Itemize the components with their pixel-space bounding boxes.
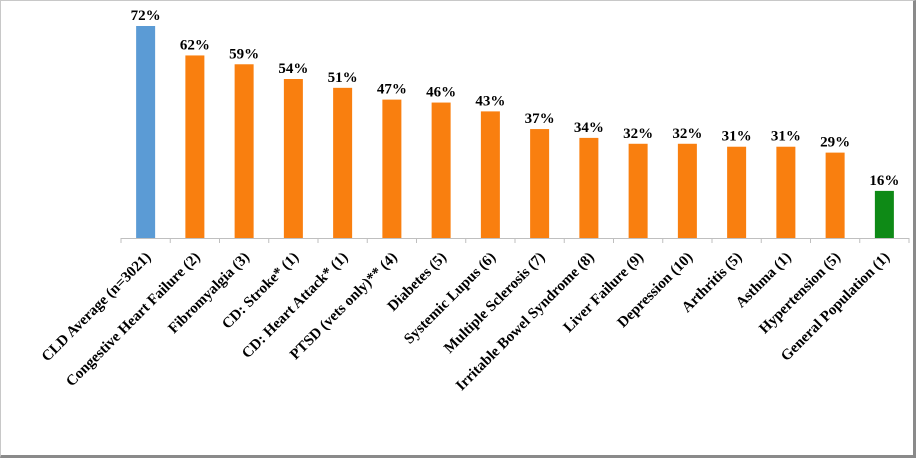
bar-fibromyalgia-3 (234, 64, 254, 239)
value-label-cld-average-n-3021: 72% (131, 8, 161, 24)
bar-irritable-bowel-syndrome-8 (579, 137, 599, 238)
value-label-arthritis-5: 31% (722, 129, 752, 145)
x-axis (120, 238, 910, 243)
value-label-diabetes-5: 46% (426, 85, 456, 101)
value-label-cd-stroke-1: 54% (278, 61, 308, 77)
bar-congestive-heart-failure-2 (185, 55, 205, 238)
value-label-general-population-1: 16% (869, 173, 899, 189)
value-label-liver-failure-9: 32% (623, 126, 653, 142)
category-labels: CLD Average (n=3021)Congestive Heart Fai… (39, 250, 893, 395)
bar-depression-10 (677, 143, 697, 238)
bar-multiple-sclerosis-7 (530, 129, 550, 238)
value-labels: 72% 62% 59% 54% 51% 47% 46% 43% 37% 34% 32% 32% 31% 3… (131, 8, 900, 189)
bar-cd-stroke-1 (283, 79, 303, 238)
value-label-multiple-sclerosis-7: 37% (525, 111, 555, 127)
bar-diabetes-5 (431, 102, 451, 238)
bar-asthma-1 (776, 146, 796, 238)
bar-systemic-lupus-6 (480, 111, 500, 238)
category-label-systemic-lupus-6: Systemic Lupus (6) (401, 250, 499, 348)
value-label-congestive-heart-failure-2: 62% (180, 37, 210, 53)
bar-arthritis-5 (727, 146, 747, 238)
bar-ptsd-vets-only-4 (382, 99, 402, 238)
bar-cd-heart-attack-1 (333, 87, 353, 238)
value-label-cd-heart-attack-1: 51% (328, 70, 358, 86)
value-label-systemic-lupus-6: 43% (475, 93, 505, 109)
bar-general-population-1 (874, 190, 894, 238)
bar-cld-average-n-3021 (136, 26, 156, 238)
value-label-irritable-bowel-syndrome-8: 34% (574, 120, 604, 136)
bar-hypertension-5 (825, 152, 845, 238)
value-label-depression-10: 32% (672, 126, 702, 142)
value-label-hypertension-5: 29% (820, 135, 850, 151)
bar-liver-failure-9 (628, 143, 648, 238)
value-label-asthma-1: 31% (771, 129, 801, 145)
bars (136, 26, 894, 239)
value-label-fibromyalgia-3: 59% (229, 46, 259, 62)
value-label-ptsd-vets-only-4: 47% (377, 82, 407, 98)
